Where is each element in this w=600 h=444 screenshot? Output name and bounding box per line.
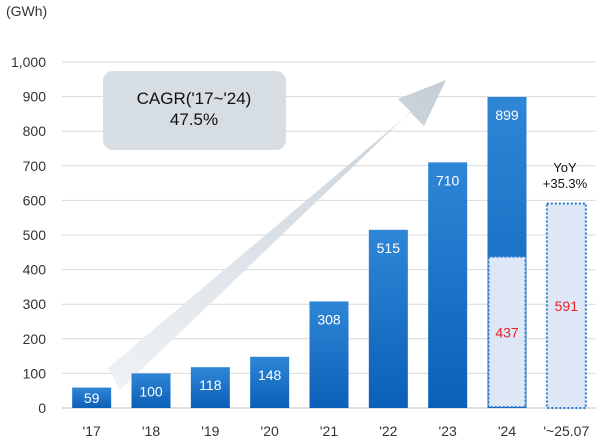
x-axis-ticks: '17 '18 '19 '20 '21 '22 '23 '24 '~25.07 <box>83 423 590 439</box>
y-tick-label: 400 <box>23 262 47 278</box>
x-tick-label: '~25.07 <box>543 423 589 439</box>
bar <box>190 367 230 408</box>
cagr-value: 47.5% <box>170 110 218 129</box>
data-label: 899 <box>495 107 519 123</box>
x-tick-label: '24 <box>498 423 516 439</box>
bar <box>250 356 290 408</box>
yoy-title: YoY <box>553 160 577 175</box>
x-tick-label: '22 <box>379 423 397 439</box>
y-tick-label: 100 <box>23 365 47 381</box>
x-tick-label: '21 <box>320 423 338 439</box>
data-label: 515 <box>377 240 401 256</box>
data-label: 591 <box>555 298 579 314</box>
y-tick-label: 900 <box>23 89 47 105</box>
y-tick-label: 600 <box>23 192 47 208</box>
y-tick-label: 700 <box>23 158 47 174</box>
data-labels: 59 100 118 148 308 515 710 437 899 591 <box>84 107 578 406</box>
y-tick-label: 0 <box>38 400 46 416</box>
growth-arrow <box>108 80 446 390</box>
data-label: 100 <box>139 383 163 399</box>
y-tick-label: 300 <box>23 296 47 312</box>
data-label: 59 <box>84 390 100 406</box>
bar <box>428 162 468 408</box>
x-tick-label: '18 <box>142 423 160 439</box>
bar <box>131 373 171 408</box>
bars <box>72 96 587 409</box>
yoy-value: +35.3% <box>543 176 588 191</box>
data-label: 118 <box>199 377 222 393</box>
unit-label: (GWh) <box>6 3 47 19</box>
bar <box>72 387 112 408</box>
data-label: 308 <box>317 311 341 327</box>
y-tick-label: 200 <box>23 331 47 347</box>
bar <box>309 301 349 408</box>
y-axis-ticks: 0 100 200 300 400 500 600 700 800 900 1,000 <box>11 54 46 416</box>
cagr-title: CAGR('17~'24) <box>137 89 252 108</box>
bar <box>368 229 408 408</box>
data-label: 148 <box>258 367 282 383</box>
y-tick-label: 800 <box>23 123 47 139</box>
x-tick-label: '20 <box>261 423 279 439</box>
data-label-partial: 437 <box>495 324 519 340</box>
y-tick-label: 500 <box>23 227 47 243</box>
y-tick-label: 1,000 <box>11 54 46 70</box>
x-tick-label: '23 <box>439 423 457 439</box>
data-label: 710 <box>436 172 460 188</box>
bar-partial-dashed <box>487 255 527 408</box>
bar-dashed <box>545 202 587 409</box>
x-tick-label: '17 <box>83 423 101 439</box>
cagr-box <box>103 71 286 150</box>
x-tick-label: '19 <box>201 423 219 439</box>
